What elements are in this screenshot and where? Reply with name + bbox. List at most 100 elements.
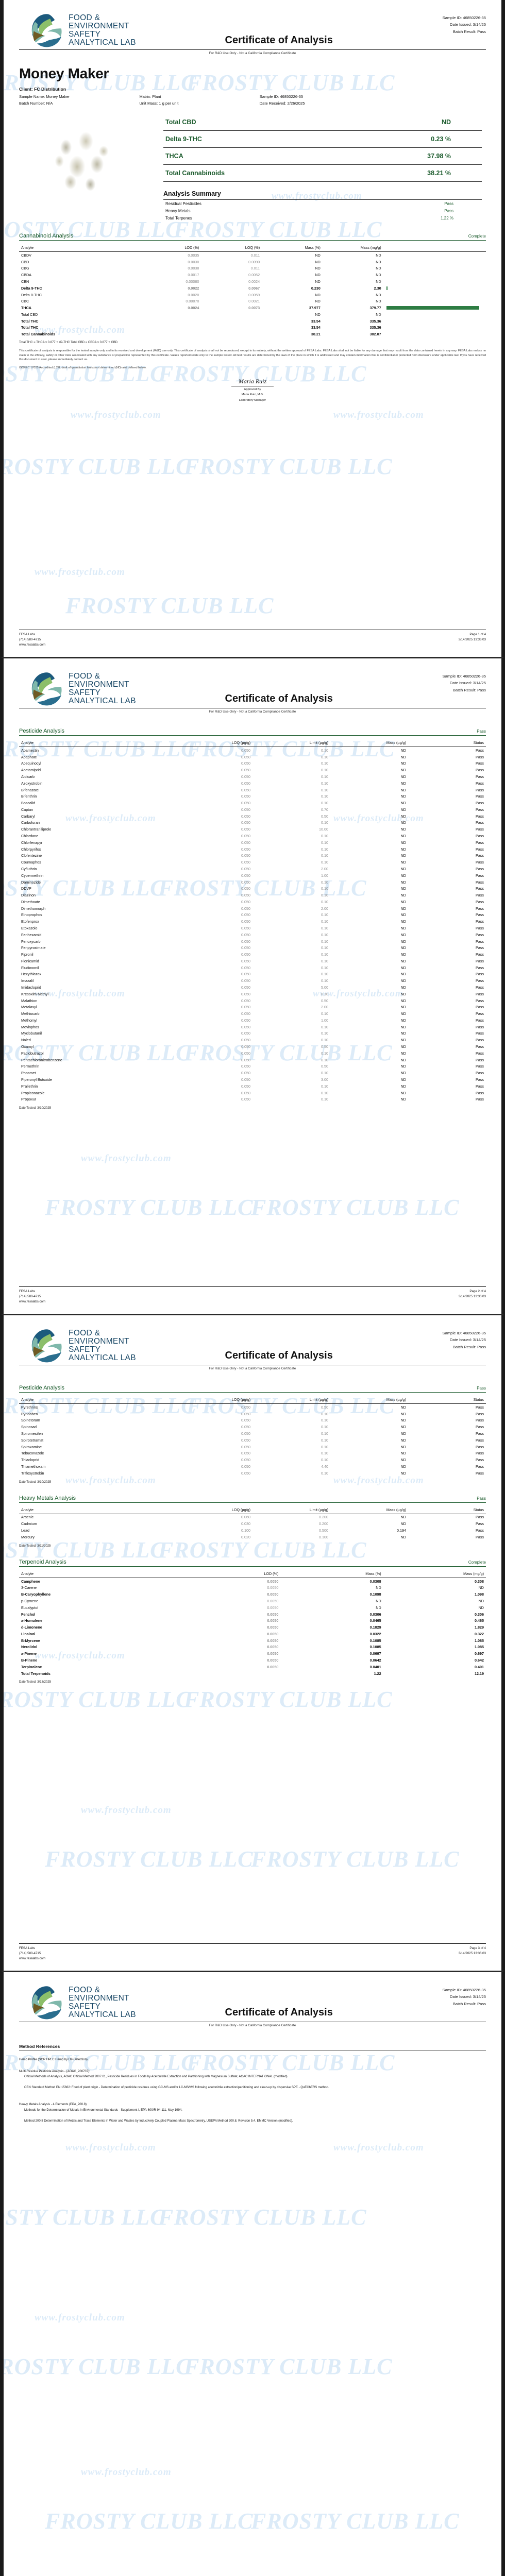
- cell-status: Pass: [476, 945, 484, 951]
- cell-mass: ND: [400, 1534, 406, 1539]
- cell-status: Pass: [476, 1024, 484, 1029]
- cell-status: Pass: [476, 906, 484, 911]
- batch-result-header: Batch Result: Pass: [452, 29, 486, 34]
- cell-lod: 0.0050: [267, 1612, 279, 1617]
- cell-mass-mg: ND: [376, 279, 381, 284]
- cell-lod: 0.0050: [267, 1592, 279, 1597]
- cell-mass: ND: [400, 998, 406, 1003]
- cell-status: Pass: [476, 774, 484, 779]
- cell-mass: ND: [400, 794, 406, 799]
- sample-overview: Total CBD ND Delta 9-THC 0.23 % THCA 37.…: [19, 114, 486, 222]
- table-header-row: Analyte LOQ (µg/g) Limit (µg/g) Mass (µg…: [19, 1396, 486, 1404]
- cell-mass-pct: 0.0642: [369, 1657, 381, 1663]
- cell-mass: ND: [400, 754, 406, 759]
- footer-page-info: Page 3 of 4 3/14/2025 13:36:03: [459, 1946, 486, 1961]
- pesticide-section-header: Pesticide Analysis Pass: [19, 728, 486, 736]
- cell-loq: 0.050: [241, 912, 250, 918]
- cell-loq: 0.050: [241, 1011, 250, 1016]
- cell-analyte: d-Limonene: [21, 1625, 42, 1630]
- cell-analyte: Fenpyroximate: [21, 945, 46, 951]
- sample-meta-grid: Sample Name: Money Maker Matrix: Plant S…: [19, 94, 380, 106]
- cell-mass: ND: [400, 899, 406, 904]
- table-row: Acephate 0.050 0.10 ND Pass: [19, 754, 486, 760]
- cell-limit: 0.10: [321, 879, 328, 885]
- table-row: Fenchol 0.0050 0.0306 0.306: [19, 1611, 486, 1618]
- analysis-label: Residual Pesticides: [165, 201, 201, 206]
- cell-mass: ND: [400, 893, 406, 898]
- cell-analyte: Malathion: [21, 998, 38, 1003]
- col-status: Status: [408, 1506, 486, 1514]
- table-row: Phosmet 0.050 0.10 ND Pass: [19, 1070, 486, 1076]
- table-row: THCA 37.98 %: [163, 147, 482, 165]
- table-row: Carbofuran 0.050 0.10 ND Pass: [19, 820, 486, 826]
- table-row: Bifenthrin 0.050 0.10 ND Pass: [19, 793, 486, 800]
- footer-lab-info: FESA Labs (714) 580-4715 www.fesalabs.co…: [19, 632, 45, 648]
- table-row: CBDA 0.0017 0.0052 ND ND: [19, 272, 486, 278]
- cell-analyte: Coumaphos: [21, 860, 41, 865]
- brand-line-4: ANALYTICAL LAB: [69, 696, 136, 705]
- table-row: Etofenprox 0.050 0.10 ND Pass: [19, 918, 486, 925]
- cell-status: Pass: [476, 919, 484, 924]
- cell-mass: ND: [400, 1031, 406, 1036]
- footer-website[interactable]: www.fesalabs.com: [19, 1957, 46, 1961]
- cell-mass: ND: [400, 879, 406, 885]
- cell-total-label: Total Cannabinoids: [21, 332, 56, 337]
- cell-loq: 0.050: [241, 972, 250, 977]
- cell-analyte: Pyrethrins: [21, 1404, 38, 1410]
- page-footer-1: FESA Labs (714) 580-4715 www.fesalabs.co…: [19, 630, 486, 648]
- table-row: Mevinphos 0.050 0.10 ND Pass: [19, 1024, 486, 1030]
- cell-limit: 0.10: [321, 794, 328, 799]
- cell-lod: 0.0050: [267, 1605, 279, 1610]
- summary-value: 0.23 %: [331, 130, 482, 148]
- cell-lod: 0.0038: [188, 266, 199, 271]
- summary-label: THCA: [163, 147, 332, 165]
- leaf-circle-logo-icon: [31, 672, 62, 706]
- cell-lod: 0.0050: [267, 1598, 279, 1603]
- cell-bar: [383, 265, 486, 272]
- watermark-brand: FROSTY CLUB LLC: [184, 454, 393, 479]
- cell-status: Pass: [476, 787, 484, 792]
- analysis-summary-heading: Analysis Summary: [163, 182, 482, 200]
- footer-website[interactable]: www.fesalabs.com: [19, 1300, 46, 1304]
- cell-loq: 0.050: [241, 879, 250, 885]
- cell-analyte: Chlordane: [21, 834, 39, 839]
- cell-lod: 0.0050: [267, 1651, 279, 1656]
- table-row: p-Cymene 0.0050 ND ND: [19, 1598, 486, 1604]
- cell-loq: 0.050: [241, 834, 250, 839]
- footer-website[interactable]: www.fesalabs.com: [19, 643, 46, 647]
- cell-status: Pass: [476, 801, 484, 806]
- cell-loq: 0.050: [241, 754, 250, 759]
- cell-mass-mg: ND: [376, 292, 381, 297]
- cell-analyte: Acephate: [21, 754, 37, 759]
- cell-mass: ND: [400, 991, 406, 996]
- cell-status: Pass: [476, 1451, 484, 1456]
- table-row: Carbaryl 0.050 0.50 ND Pass: [19, 813, 486, 820]
- cell-loq: 0.050: [241, 965, 250, 970]
- cell-limit: 0.10: [321, 1431, 328, 1436]
- cell-analyte: Ethoprophos: [21, 912, 42, 918]
- cell-mass: ND: [400, 972, 406, 977]
- table-row: Nerolidol 0.0050 0.1085 1.085: [19, 1644, 486, 1651]
- table-row: Delta 9-THC 0.0022 0.0067 0.230 2.30: [19, 285, 486, 292]
- cell-loq: 0.050: [241, 1404, 250, 1410]
- cell-mass: ND: [400, 814, 406, 819]
- cell-mass: ND: [400, 1470, 406, 1476]
- watermark-brand: FROSTY CLUB LLC: [184, 2354, 393, 2379]
- cell-mass: ND: [400, 925, 406, 930]
- heavy-metals-status: Pass: [477, 1496, 486, 1501]
- cell-mass: ND: [400, 827, 406, 832]
- brand-line-3: SAFETY: [69, 1345, 101, 1354]
- cell-loq: 0.050: [241, 1005, 250, 1010]
- cell-lod: 0.0050: [267, 1657, 279, 1663]
- cell-mass-pct: ND: [376, 1585, 381, 1590]
- cell-mass-mg: 379.77: [369, 306, 381, 311]
- meta-matrix: Matrix: Plant: [139, 94, 161, 99]
- cell-limit: 0.10: [321, 1411, 328, 1416]
- lab-name: FOOD & ENVIRONMENT SAFETY ANALYTICAL LAB: [69, 1329, 136, 1362]
- col-analyte: Analyte: [19, 1570, 178, 1578]
- footer-timestamp: 3/14/2025 13:36:03: [458, 1952, 486, 1956]
- heavy-metals-section-header: Heavy Metals Analysis Pass: [19, 1495, 486, 1503]
- cell-status: Pass: [476, 972, 484, 977]
- cell-status: Pass: [476, 1515, 484, 1520]
- pesticide-table-body-cont: Pyrethrins 0.050 0.50 ND Pass Pyridaben 0.050 0…: [19, 1404, 486, 1477]
